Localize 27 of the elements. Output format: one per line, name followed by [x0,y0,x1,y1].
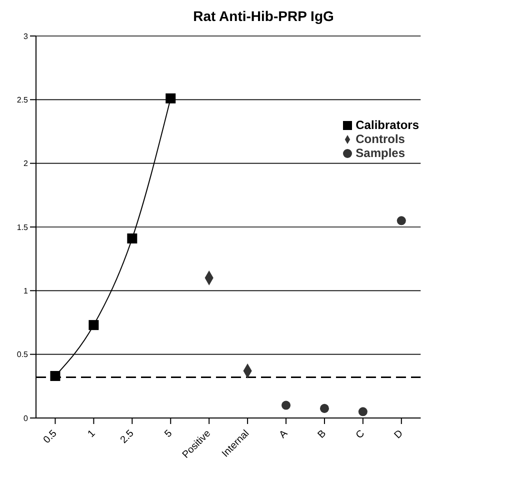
x-tick-label: C [354,428,367,442]
point [320,404,329,413]
y-tick-label: 0 [24,414,29,423]
point [166,93,176,104]
x-tick-label: 2.5 [118,428,136,446]
y-tick-label: 1.5 [16,222,29,232]
x-tick-label: 0.5 [42,428,60,446]
y-tick-label: 0.5 [16,350,29,360]
y-tick-label: 1 [24,286,29,296]
x-tick-label: D [392,428,406,442]
point [396,216,406,226]
point [358,407,368,416]
y-tick-label: 2.5 [16,96,29,105]
x-tick-label: 5 [162,428,175,440]
point [127,233,138,244]
point [282,400,291,410]
legend-label: Samples [356,146,405,160]
x-tick-label: B [316,428,329,441]
point [50,370,60,381]
y-tick-label: 2 [24,159,29,168]
x-tick-label: 1 [86,428,98,440]
legend-label: Controls [356,132,405,146]
chart-title: Rat Anti-Hib-PRP IgG [192,8,335,26]
point [88,320,99,330]
x-tick-label: A [278,428,290,441]
y-tick-label: 3 [24,32,29,41]
legend-label: Calibrators [356,118,419,132]
